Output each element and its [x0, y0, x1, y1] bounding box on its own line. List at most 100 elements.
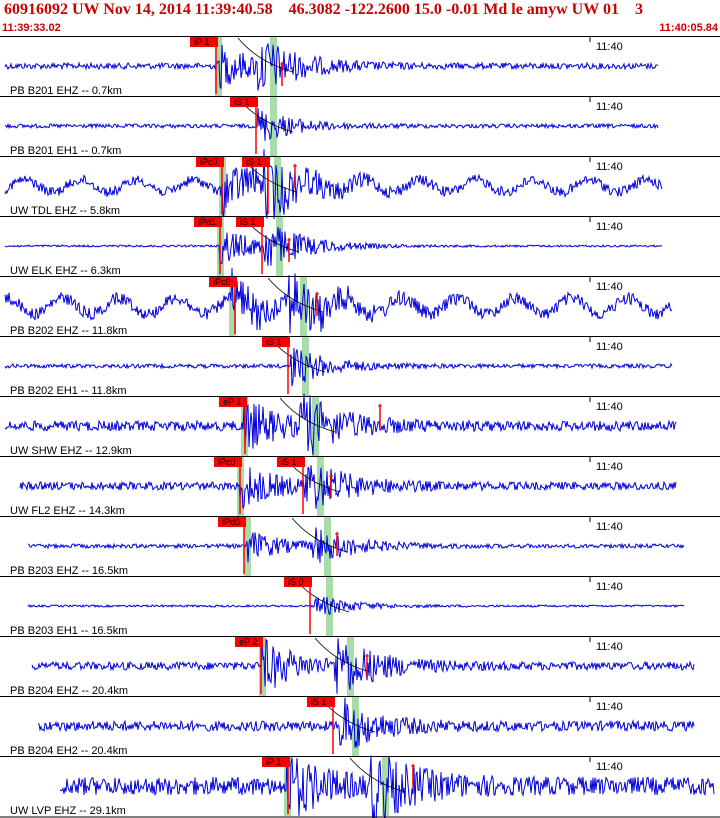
channel-label: PB B201 EHZ -- 0.7km	[10, 85, 122, 97]
time-mark-label: 11:40	[596, 101, 623, 113]
pick-label: iS 1	[234, 97, 250, 107]
pick-box[interactable]	[196, 157, 224, 167]
trace-row: iS 1 11:40 PB B204 EH2 -- 20.4km	[0, 696, 720, 757]
s-predicted-band	[276, 217, 283, 276]
waveform	[31, 638, 695, 694]
time-mark-label: 11:40	[596, 461, 623, 473]
pick-label: iP 1	[266, 757, 281, 767]
pick-box[interactable]	[190, 37, 218, 47]
time-mark-label: 11:40	[596, 41, 623, 53]
s-predicted-band	[352, 697, 359, 756]
channel-label: PB B203 EHZ -- 16.5km	[10, 565, 128, 577]
p-predicted-band	[259, 637, 266, 696]
s-predicted-band	[312, 397, 319, 456]
trace-row: iP 1 11:40 UW LVP EHZ -- 29.1km	[0, 755, 720, 818]
time-mark-label: 11:40	[596, 521, 623, 533]
channel-label: PB B203 EH1 -- 16.5km	[10, 625, 127, 637]
trace-row: iPd0 11:40 PB B203 EHZ -- 16.5km	[0, 516, 720, 577]
channel-label: UW FL2 EHZ -- 14.3km	[10, 505, 125, 517]
channel-label: UW SHW EHZ -- 12.9km	[10, 445, 132, 457]
pick-label: iP 1	[194, 37, 209, 47]
pick-label: iPd1	[198, 217, 216, 227]
s-predicted-band	[270, 37, 277, 96]
waveform	[28, 527, 685, 563]
pick-label: iPc0	[218, 457, 236, 467]
channel-label: PB B204 EH2 -- 20.4km	[10, 745, 127, 757]
trace-row: iS 0 11:40 PB B203 EH1 -- 16.5km	[0, 576, 720, 637]
s-predicted-band	[317, 457, 324, 516]
pick-box[interactable]	[262, 337, 290, 347]
waveform	[4, 268, 673, 334]
p-predicted-band	[215, 37, 222, 96]
waveform	[4, 226, 663, 266]
trace-row: iPc0 11:40 PB B202 EHZ -- 11.8km	[0, 268, 720, 337]
time-mark-label: 11:40	[596, 341, 623, 353]
s-predicted-band	[300, 277, 307, 336]
waveform	[37, 697, 695, 748]
seismogram-panel: iP 1 11:40 PB B201 EHZ -- 0.7km iS 1 11:40 PB…	[0, 36, 720, 818]
channel-label: PB B202 EH1 -- 11.8km	[10, 385, 127, 397]
pick-box[interactable]	[218, 517, 246, 527]
trace-row: iPc0 iS 1 11:40 UW TDL EHZ -- 5.8km	[0, 149, 720, 220]
pick-box[interactable]	[307, 697, 335, 707]
waveform	[4, 347, 673, 387]
time-mark-label: 11:40	[596, 581, 623, 593]
p-predicted-band	[229, 277, 236, 336]
pick-label: iS 1	[266, 337, 282, 347]
channel-label: PB B201 EH1 -- 0.7km	[10, 145, 121, 157]
pick-box[interactable]	[277, 457, 305, 467]
pick-box[interactable]	[219, 397, 247, 407]
waveform	[27, 596, 685, 616]
s-predicted-band	[270, 97, 277, 156]
s-predicted-band	[382, 757, 389, 816]
pick-label: iPc0	[213, 277, 231, 287]
pick-box[interactable]	[230, 97, 258, 107]
pick-label: iS 1	[311, 697, 327, 707]
pick-box[interactable]	[242, 157, 270, 167]
pick-label: iPc0	[200, 157, 218, 167]
trace-row: eP 2 11:40 PB B204 EHZ -- 20.4km	[0, 636, 720, 697]
pick-box[interactable]	[235, 637, 263, 647]
channel-label: UW LVP EHZ -- 29.1km	[10, 805, 126, 817]
waveform	[4, 149, 663, 220]
start-time: 11:39:33.02	[2, 22, 61, 34]
time-mark-label: 11:40	[596, 701, 623, 713]
coda-curve	[349, 757, 406, 793]
time-mark-label: 11:40	[596, 281, 623, 293]
time-mark-label: 11:40	[596, 221, 623, 233]
coda-curve	[291, 517, 348, 553]
time-mark-label: 11:40	[596, 641, 623, 653]
waveform	[4, 43, 659, 91]
pick-label: eP 1	[223, 397, 241, 407]
pick-box[interactable]	[214, 457, 242, 467]
trace-row: iPd1 iS 1 11:40 UW ELK EHZ -- 6.3km	[0, 216, 720, 277]
pick-label: iS 1	[240, 217, 256, 227]
coda-curve	[314, 637, 371, 673]
pick-box[interactable]	[194, 217, 222, 227]
channel-label: PB B202 EHZ -- 11.8km	[10, 325, 127, 337]
coda-curve	[237, 37, 294, 73]
pick-box[interactable]	[262, 757, 290, 767]
trace-row: iP 1 11:40 PB B201 EHZ -- 0.7km	[0, 36, 720, 97]
time-mark-label: 11:40	[596, 161, 623, 173]
pick-label: iS 1	[281, 457, 297, 467]
waveform	[19, 465, 677, 509]
pick-box[interactable]	[284, 577, 312, 587]
s-predicted-band	[326, 577, 333, 636]
trace-row: iPc0 iS 1 11:40 UW FL2 EHZ -- 14.3km	[0, 456, 720, 517]
trace-row: eP 1 11:40 UW SHW EHZ -- 12.9km	[0, 393, 720, 457]
pick-label: iS 1	[246, 157, 262, 167]
coda-curve	[279, 397, 336, 433]
waveform	[59, 755, 715, 818]
trace-row: iS 1 11:40 PB B202 EH1 -- 11.8km	[0, 336, 720, 397]
trace-row: iS 1 11:40 PB B201 EH1 -- 0.7km	[0, 96, 720, 157]
time-mark-label: 11:40	[596, 401, 623, 413]
channel-label: PB B204 EHZ -- 20.4km	[10, 685, 128, 697]
pick-label: eP 2	[239, 637, 257, 647]
waveform	[4, 393, 677, 456]
channel-label: UW TDL EHZ -- 5.8km	[10, 205, 120, 217]
pick-box[interactable]	[209, 277, 237, 287]
pick-label: iS 0	[288, 577, 304, 587]
pick-box[interactable]	[236, 217, 264, 227]
header-bar: 60916092 UW Nov 14, 2014 11:39:40.58 46.…	[0, 0, 720, 36]
